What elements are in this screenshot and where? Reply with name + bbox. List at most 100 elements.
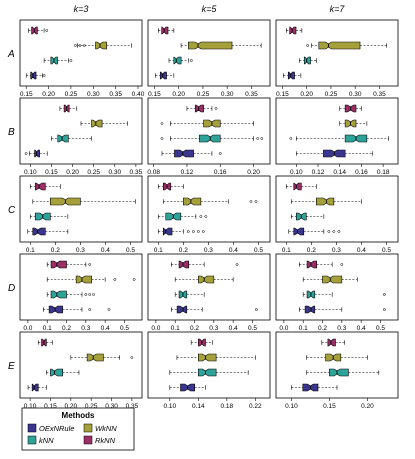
tick-label: 0.4 [357,325,366,332]
row-label-E: E [8,361,15,372]
box-body [48,305,63,314]
tick-label: 0.35 [130,169,143,176]
outlier-point [186,230,190,233]
box-kNN [299,56,317,65]
column-title-1: k=3 [74,4,89,14]
tick-label: 0.10 [24,169,37,176]
tick-label: 0.30 [108,169,121,176]
tick-label: 0.5 [126,247,135,254]
box-body [293,227,305,236]
panel-frame [147,331,271,399]
box-body [95,41,108,50]
outlier-point [45,29,49,32]
box-body [198,353,217,362]
column-title-3: k=7 [330,4,346,14]
tick-label: 0.25 [65,91,78,98]
panels: 0.15 0.20 0.25 0.30 0.35 0.40 0.15 0.20 0.25 0.30… [19,19,399,410]
box-WkNN [160,119,254,128]
x-axis: 0.1 0.2 0.3 0.4 0.5 [26,242,135,254]
x-axis: 0.0 0.1 0.2 0.3 0.4 0.5 [279,320,385,332]
box-body [289,26,297,35]
outlier-point [235,263,239,266]
box-body [287,71,295,80]
box-OExNRule [299,305,386,314]
box-body [198,275,215,284]
box-RkNN [321,338,345,347]
box-body [34,182,46,191]
x-axis: 0.15 0.20 0.25 0.30 0.35 [276,86,386,98]
box-body [306,260,318,269]
box-kNN [168,56,193,65]
box-body [322,275,343,284]
tick-label: 0.12 [312,169,325,176]
box-body [329,368,349,377]
tick-label: 0.1 [299,325,308,332]
x-axis: 0.0 0.1 0.2 0.3 0.4 0.5 [23,320,129,332]
tick-label: 0.5 [248,325,257,332]
outlier-point [92,293,95,296]
tick-label: 0.10 [285,403,298,410]
box-body [304,305,316,314]
box-kNN [29,212,69,221]
box-body [176,305,188,314]
tick-label: 0.4 [101,325,110,332]
outlier-point [327,230,331,233]
box-OExNRule [27,383,47,392]
tick-label: 0.30 [349,91,362,98]
tick-label: 0.16 [355,169,368,176]
outlier-point [132,278,136,281]
panel-frame [275,19,399,87]
legend-label: kNN [39,436,54,445]
tick-label: 0.15 [148,91,161,98]
tick-label: 0.1 [171,325,180,332]
box-RkNN [190,338,213,347]
box-WkNN [80,119,128,128]
box-OExNRule [169,383,206,392]
box-body [316,197,335,206]
box-kNN [43,56,73,65]
outlier-point [254,200,258,203]
box-OExNRule [283,71,302,80]
box-kNN [290,212,325,221]
tick-label: 0.3 [209,325,218,332]
box-kNN [306,368,380,377]
outlier-point [199,215,203,218]
outlier-point [130,356,134,359]
tick-label: 0.15 [45,169,58,176]
tick-label: 0.5 [382,247,391,254]
box-WkNN [70,353,134,362]
tick-label: 0.4 [229,325,238,332]
legend-title: Methods [62,411,95,420]
box-kNN [289,134,389,143]
box-body [86,353,104,362]
box-OExNRule [295,149,373,158]
outlier-point [88,263,92,266]
tick-label: 0.18 [220,403,233,410]
outlier-point [256,137,260,140]
x-axis: 0.08 0.12 0.16 0.20 [147,164,260,176]
box-body [57,134,69,143]
box-RkNN [29,182,61,191]
tick-label: 0.35 [109,91,122,98]
tick-label: 0.15 [20,91,33,98]
column-titles: k=3 k=5 k=7 [74,4,346,14]
tick-label: 0.20 [64,403,77,410]
box-WkNN [339,119,368,128]
box-RkNN [46,260,92,269]
tick-label: 0.15 [276,91,289,98]
box-WkNN [176,353,256,362]
box-OExNRule [27,227,69,236]
panel-D-2: 0.0 0.1 0.2 0.3 0.4 0.5 [275,253,399,332]
panel-A-1: 0.15 0.20 0.25 0.30 0.35 [147,19,271,98]
box-kNN [157,212,208,221]
panel-B-2: 0.10 0.12 0.14 0.16 0.18 [275,97,399,176]
box-kNN [174,290,205,299]
panel-E-0: 0.10 0.15 0.20 0.25 0.30 0.35 [19,331,143,410]
tick-label: 0.20 [66,169,79,176]
outlier-point [204,215,208,218]
legend-swatch [83,423,93,433]
x-axis: 0.10 0.15 0.20 [285,398,374,410]
outlier-point [113,278,117,281]
box-kNN [46,368,80,377]
tick-label: 0.25 [197,91,210,98]
